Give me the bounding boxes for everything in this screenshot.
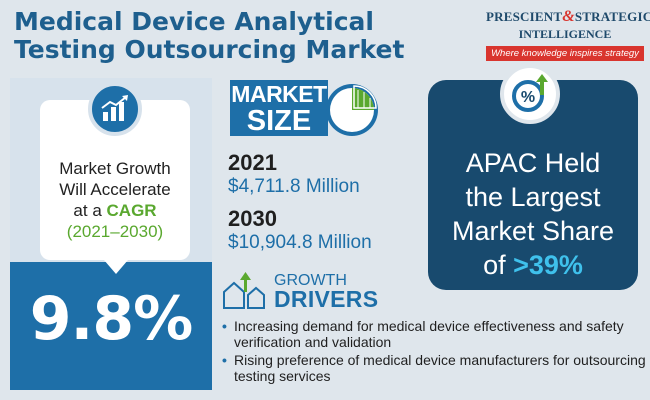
- market-size-amount: $4,711.8 Million: [228, 176, 360, 197]
- percent-up-icon: %: [500, 64, 560, 124]
- cagr-value: 9.8%: [29, 284, 193, 354]
- list-item: Increasing demand for medical device eff…: [220, 318, 648, 350]
- list-item: Rising preference of medical device manu…: [220, 352, 648, 384]
- bar-chart-up-icon: [88, 82, 142, 136]
- drivers-list: Increasing demand for medical device eff…: [220, 318, 648, 386]
- market-size-year: 2021: [228, 150, 277, 175]
- logo-tagline: Where knowledge inspires strategy: [486, 46, 644, 61]
- apac-description: APAC Held the Largest Market Share of >3…: [451, 148, 615, 280]
- drivers-label-top: GROWTH: [274, 272, 347, 289]
- company-logo: PRESCIENT&STRATEGIC INTELLIGENCE Where k…: [486, 8, 650, 66]
- svg-text:%: %: [521, 89, 535, 106]
- logo-line2: INTELLIGENCE: [518, 27, 612, 41]
- growth-description: Market Growth Will Accelerate at a CAGR …: [40, 158, 190, 242]
- drivers-label-main: DRIVERS: [274, 286, 379, 312]
- market-size-year: 2030: [228, 206, 277, 231]
- pie-chart-icon: [318, 80, 386, 138]
- page-title: Medical Device Analytical Testing Outsou…: [14, 7, 405, 64]
- market-size-label: MARKET SIZE: [230, 80, 328, 137]
- growth-period: (2021–2030): [66, 222, 164, 241]
- growth-value-background: [10, 262, 212, 390]
- market-size-amount: $10,904.8 Million: [228, 232, 372, 253]
- apac-share-value: >39%: [513, 250, 583, 280]
- houses-arrow-icon: [222, 270, 270, 310]
- logo-line1: PRESCIENT&STRATEGIC: [486, 8, 650, 25]
- cagr-label: CAGR: [106, 201, 157, 220]
